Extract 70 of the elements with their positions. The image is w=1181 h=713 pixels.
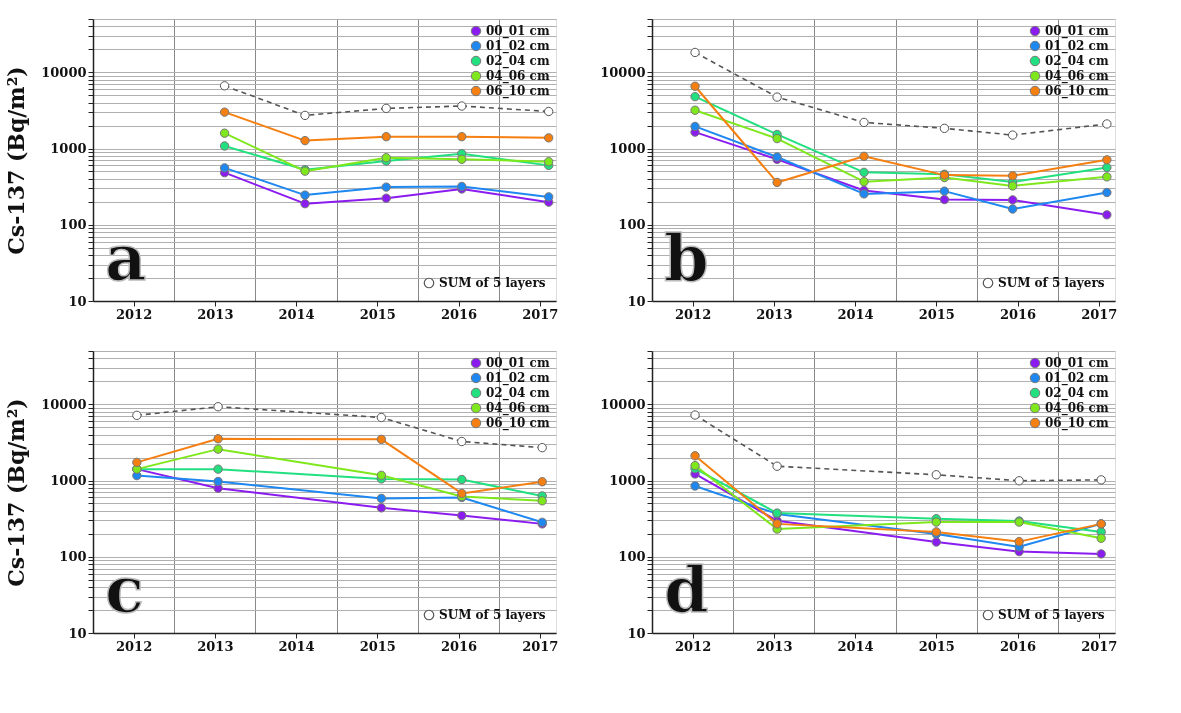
y-tick-label: 1000 xyxy=(50,473,87,489)
x-tick-label: 2015 xyxy=(918,306,955,322)
legend-label: 01_02 cm xyxy=(486,371,550,386)
legend-label: 04_06 cm xyxy=(1045,69,1109,84)
y-tick-label: 10000 xyxy=(600,64,646,80)
legend-label: 06_10 cm xyxy=(486,84,550,99)
y-tick-label: 10000 xyxy=(41,396,87,412)
legend-label: 01_02 cm xyxy=(1045,371,1109,386)
x-tick-label: 2014 xyxy=(278,306,315,322)
legend-label: 02_04 cm xyxy=(1045,386,1109,401)
legend-label: 02_04 cm xyxy=(486,54,550,69)
y-tick-label: 100 xyxy=(59,549,87,565)
y-axis-title: Cs-137 (Bq/m²) xyxy=(3,66,30,255)
x-tick-label: 2014 xyxy=(278,638,315,654)
x-tick-label: 2015 xyxy=(918,638,955,654)
legend-label: 06_10 cm xyxy=(1045,416,1109,431)
annotation: c xyxy=(105,552,144,627)
legend-label: 04_06 cm xyxy=(486,401,550,416)
legend-label: SUM of 5 layers xyxy=(439,276,546,290)
legend-label: 00_01 cm xyxy=(1045,24,1109,39)
y-tick-label: 100 xyxy=(59,217,87,233)
legend-label: 04_06 cm xyxy=(486,69,550,84)
x-tick-label: 2013 xyxy=(756,306,793,322)
annotation: b xyxy=(664,220,709,295)
y-tick-label: 10 xyxy=(68,293,87,309)
x-tick-label: 2013 xyxy=(197,638,234,654)
annotation: a xyxy=(105,220,147,295)
x-tick-label: 2016 xyxy=(440,638,478,654)
legend-label: 04_06 cm xyxy=(1045,401,1109,416)
y-tick-label: 10 xyxy=(627,293,646,309)
y-tick-label: 1000 xyxy=(50,141,87,157)
y-tick-label: 100 xyxy=(618,549,646,565)
legend-label: 00_01 cm xyxy=(486,356,550,371)
x-tick-label: 2017 xyxy=(1081,638,1118,654)
x-tick-label: 2012 xyxy=(675,306,712,322)
y-tick-label: 10000 xyxy=(600,396,646,412)
x-tick-label: 2014 xyxy=(837,306,874,322)
legend-label: 00_01 cm xyxy=(1045,356,1109,371)
x-tick-label: 2016 xyxy=(440,306,478,322)
x-tick-label: 2012 xyxy=(116,306,153,322)
x-tick-label: 2016 xyxy=(999,306,1037,322)
y-tick-label: 100 xyxy=(618,217,646,233)
x-tick-label: 2015 xyxy=(359,306,396,322)
x-tick-label: 2013 xyxy=(197,306,234,322)
y-tick-label: 10 xyxy=(627,625,646,641)
x-tick-label: 2012 xyxy=(116,638,153,654)
legend-label: 00_01 cm xyxy=(486,24,550,39)
x-tick-label: 2013 xyxy=(756,638,793,654)
legend-label: 06_10 cm xyxy=(486,416,550,431)
y-tick-label: 10 xyxy=(68,625,87,641)
x-tick-label: 2017 xyxy=(1081,306,1118,322)
y-axis-title: Cs-137 (Bq/m²) xyxy=(3,398,30,587)
annotation: d xyxy=(664,552,709,627)
legend-label: 02_04 cm xyxy=(486,386,550,401)
legend-label: SUM of 5 layers xyxy=(998,276,1105,290)
x-tick-label: 2014 xyxy=(837,638,874,654)
legend-label: 06_10 cm xyxy=(1045,84,1109,99)
x-tick-label: 2012 xyxy=(675,638,712,654)
legend-label: 01_02 cm xyxy=(486,39,550,54)
x-tick-label: 2015 xyxy=(359,638,396,654)
x-tick-label: 2016 xyxy=(999,638,1037,654)
x-tick-label: 2017 xyxy=(522,638,559,654)
legend-label: 01_02 cm xyxy=(1045,39,1109,54)
y-tick-label: 1000 xyxy=(609,473,646,489)
y-tick-label: 1000 xyxy=(609,141,646,157)
x-tick-label: 2017 xyxy=(522,306,559,322)
y-tick-label: 10000 xyxy=(41,64,87,80)
legend-label: SUM of 5 layers xyxy=(998,608,1105,622)
legend-label: 02_04 cm xyxy=(1045,54,1109,69)
legend-label: SUM of 5 layers xyxy=(439,608,546,622)
